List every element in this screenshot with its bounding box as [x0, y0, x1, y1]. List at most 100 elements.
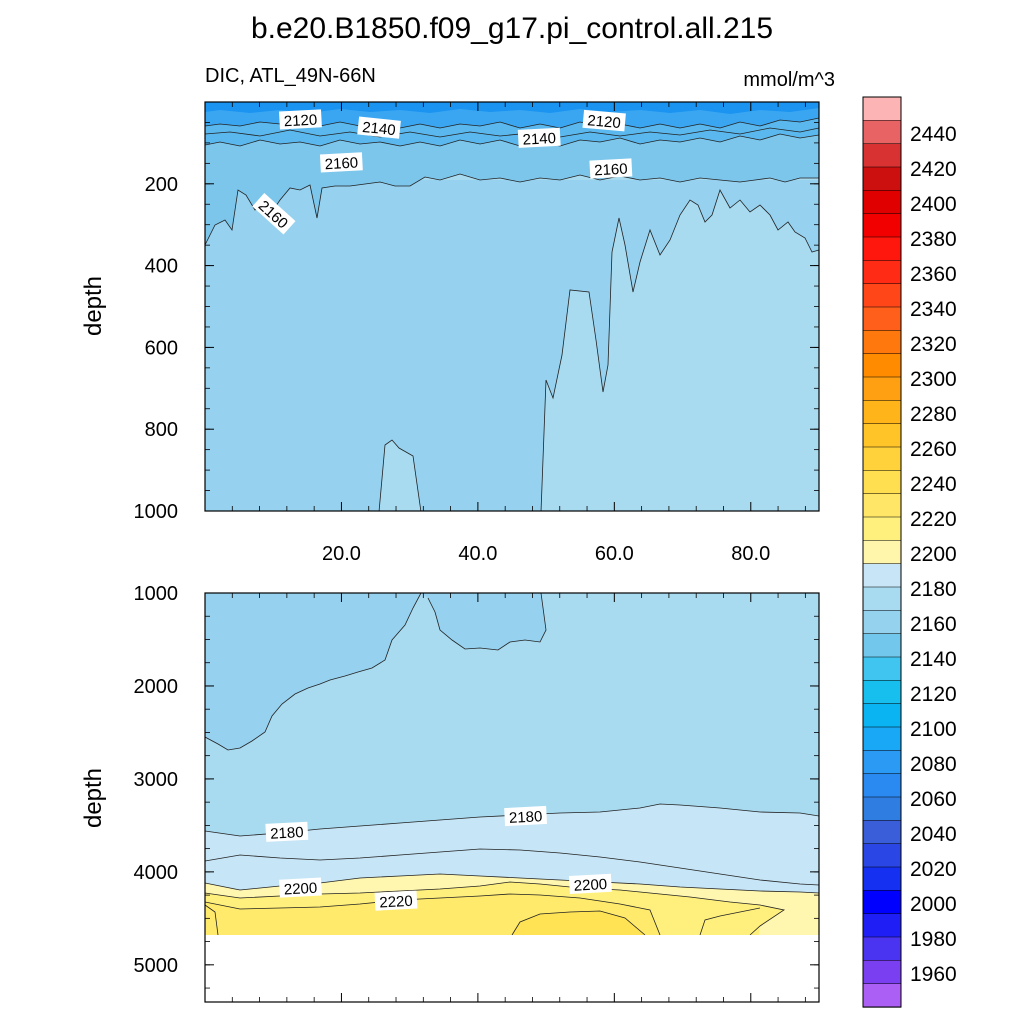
colorbar-label: 2100	[910, 718, 957, 741]
colorbar-swatch	[862, 866, 902, 891]
colorbar-swatch	[862, 470, 902, 495]
contour-label-text: 2140	[361, 119, 396, 139]
colorbar-label: 2120	[910, 683, 957, 706]
lower-plot-area: 2180 2180 2200 2220 2200	[205, 593, 819, 1002]
colorbar-swatch	[862, 283, 902, 308]
contour-label-text: 2160	[324, 154, 358, 173]
contour-label-box	[517, 127, 561, 148]
y-tick-label: 2000	[134, 676, 179, 698]
colorbar-swatch	[862, 890, 902, 915]
contour-label-box	[279, 109, 322, 130]
lower-line-labels: 2180 2180 2200 2220 2200	[265, 805, 612, 911]
chart-title: b.e20.B1850.f09_g17.pi_control.all.215	[251, 12, 773, 45]
colorbar-swatch	[862, 260, 902, 285]
contour-label-text: 2160	[594, 161, 628, 180]
upper-y-axis-label: depth	[80, 276, 107, 336]
contour-label-text: 2180	[509, 808, 543, 827]
contour-label-box	[252, 192, 296, 235]
upper-contour-2130	[205, 127, 819, 138]
colorbar-swatch	[862, 750, 902, 775]
colorbar-swatch	[862, 330, 902, 355]
contour-label-text: 2120	[283, 112, 317, 131]
contour-line-label: 2160	[319, 152, 363, 173]
colorbar-swatch	[862, 610, 902, 635]
lower-y-axis-label: depth	[80, 768, 107, 828]
lower-contour-2170-left	[205, 593, 422, 751]
colorbar-label: 2360	[910, 263, 957, 286]
colorbar-swatch	[862, 820, 902, 845]
y-tick-label: 5000	[134, 955, 179, 977]
contour-label-box	[374, 890, 418, 911]
lower-frame	[204, 592, 820, 1003]
colorbar-label: 1960	[910, 963, 957, 986]
y-tick-label: 1000	[134, 583, 179, 605]
colorbar-label: 2180	[910, 578, 957, 601]
colorbar-label: 1980	[910, 928, 957, 951]
lower-fill-2170-left	[205, 593, 421, 750]
colorbar-swatch	[862, 656, 902, 681]
colorbar-swatch	[862, 493, 902, 518]
lower-land-mask	[205, 935, 819, 1002]
lower-fill-2170-mid	[421, 593, 546, 650]
colorbar-label: 2380	[910, 228, 957, 251]
colorbar-label: 2140	[910, 648, 957, 671]
colorbar-label: 2260	[910, 438, 957, 461]
colorbar-swatch	[862, 143, 902, 168]
contour-label-text: 2120	[587, 112, 622, 132]
contour-line-label: 2220	[374, 890, 418, 911]
contour-line-label: 2120	[279, 109, 322, 130]
upper-contour-2170-island	[378, 439, 422, 511]
colorbar-label: 2440	[910, 123, 957, 146]
colorbar-swatch	[862, 960, 902, 985]
y-tick-label: 3000	[134, 769, 179, 791]
contour-line-label: 2180	[504, 805, 548, 827]
lower-contour-2230	[511, 910, 646, 936]
upper-contour-2140	[205, 133, 819, 147]
upper-axis-ticks: 200 400 600 800 1000	[134, 101, 819, 523]
contour-label-box	[279, 877, 322, 898]
colorbar-swatch	[862, 913, 902, 938]
colorbar-swatch	[862, 773, 902, 798]
contour-label-box	[568, 873, 612, 894]
colorbar-swatch	[862, 376, 902, 401]
contour-line-label: 2160	[589, 158, 633, 180]
y-tick-label: 400	[145, 256, 178, 278]
colorbar-swatch	[862, 983, 902, 1008]
contour-label-box	[319, 152, 363, 173]
chart-units: mmol/m^3	[743, 69, 835, 91]
colorbar-label: 2320	[910, 333, 957, 356]
y-tick-label: 1000	[134, 501, 179, 523]
colorbar-swatch	[862, 166, 902, 191]
lower-contour-right	[699, 907, 761, 936]
contour-line-label: 2120	[582, 109, 626, 132]
colorbar-swatch	[862, 936, 902, 961]
colorbar-swatch	[862, 843, 902, 868]
colorbar-swatch	[862, 540, 902, 565]
colorbar-label: 2200	[910, 543, 957, 566]
x-tick-label: 20.0	[322, 543, 361, 565]
contour-line-label: 2140	[517, 127, 561, 149]
colorbar-label: 2000	[910, 893, 957, 916]
upper-contour-2170	[540, 188, 819, 511]
colorbar-label: 2280	[910, 403, 957, 426]
lower-fill-2230	[512, 911, 645, 935]
colorbar-swatch	[862, 120, 902, 145]
contour-line-label: 2200	[568, 873, 612, 895]
colorbar-label: 2080	[910, 753, 957, 776]
contour-line-label: 2140	[357, 116, 401, 139]
colorbar-swatch	[862, 563, 902, 588]
colorbar-label: 2060	[910, 788, 957, 811]
colorbar-label: 2020	[910, 858, 957, 881]
lower-contour-2220	[205, 893, 661, 936]
contour-label-text: 2140	[522, 130, 556, 149]
colorbar-swatch	[862, 236, 902, 261]
colorbar-swatch	[862, 633, 902, 658]
y-tick-label: 800	[145, 419, 178, 441]
colorbar: 1960 1980 2000 2020 2040 2060 2080 2100 2120 2140…	[862, 96, 957, 1008]
contour-line-label: 2200	[279, 877, 322, 898]
y-tick-label: 600	[145, 337, 178, 359]
